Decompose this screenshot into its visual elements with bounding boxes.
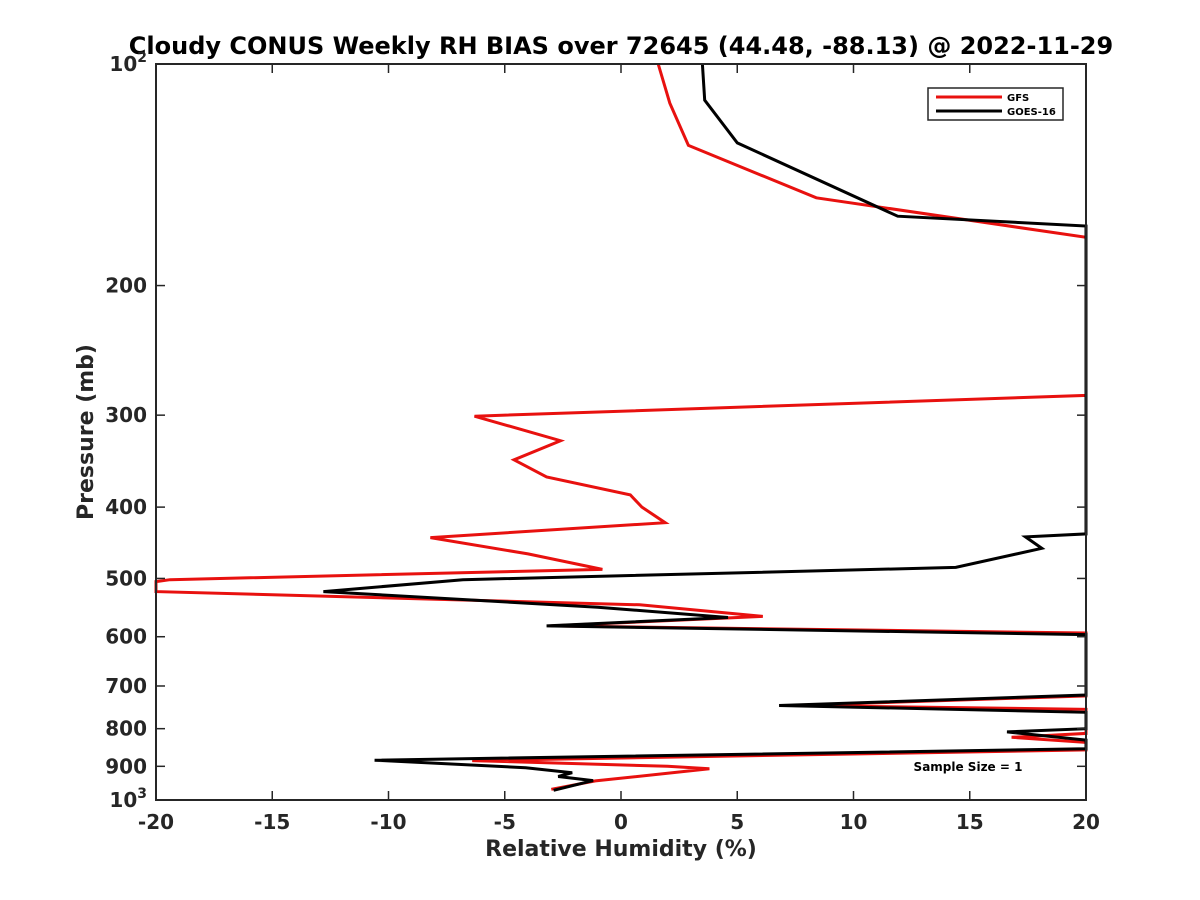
sample-size-annotation: Sample Size = 1 [914,760,1023,774]
y-tick-label: 200 [105,274,147,298]
legend-label-gfs: GFS [1007,93,1029,104]
legend-box [927,87,1064,121]
y-tick-label: 600 [105,625,147,649]
x-tick-label: -10 [370,810,406,834]
y-tick-label: 700 [105,674,147,698]
x-tick-label: 5 [730,810,744,834]
y-tick-label: 900 [105,754,147,778]
y-tick-label: 400 [105,495,147,519]
x-tick-label: 20 [1072,810,1100,834]
legend-label-goes16: GOES-16 [1007,107,1056,118]
y-tick-label: 103 [109,786,147,812]
x-tick-label: 0 [614,810,628,834]
plot-frame [155,63,1087,801]
y-axis-label: Pressure (mb) [74,344,99,520]
y-tick-label: 800 [105,717,147,741]
x-tick-label: 15 [956,810,984,834]
y-tick-label: 102 [109,50,147,76]
x-axis: -20 -15 -10 -5 0 5 10 15 20 [138,64,1100,834]
y-tick-label: 500 [105,566,147,590]
y-axis: 102 200 300 400 500 600 700 800 900 103 [105,50,1086,812]
x-tick-label: -15 [254,810,290,834]
x-tick-label: 10 [840,810,868,834]
y-tick-label: 300 [105,403,147,427]
x-tick-label: -20 [138,810,174,834]
x-axis-label: Relative Humidity (%) [485,837,757,862]
x-tick-label: -5 [494,810,516,834]
series-layer [154,63,1088,792]
series-line-goes16 [323,63,1088,792]
chart-title: Cloudy CONUS Weekly RH BIAS over 72645 (… [129,32,1113,60]
legend: GFS GOES-16 [927,87,1064,121]
series-line-gfs [154,63,1088,791]
